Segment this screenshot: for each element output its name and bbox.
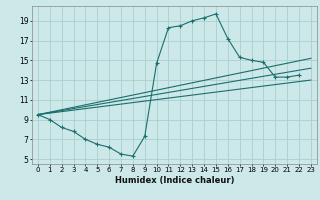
X-axis label: Humidex (Indice chaleur): Humidex (Indice chaleur) [115,176,234,185]
